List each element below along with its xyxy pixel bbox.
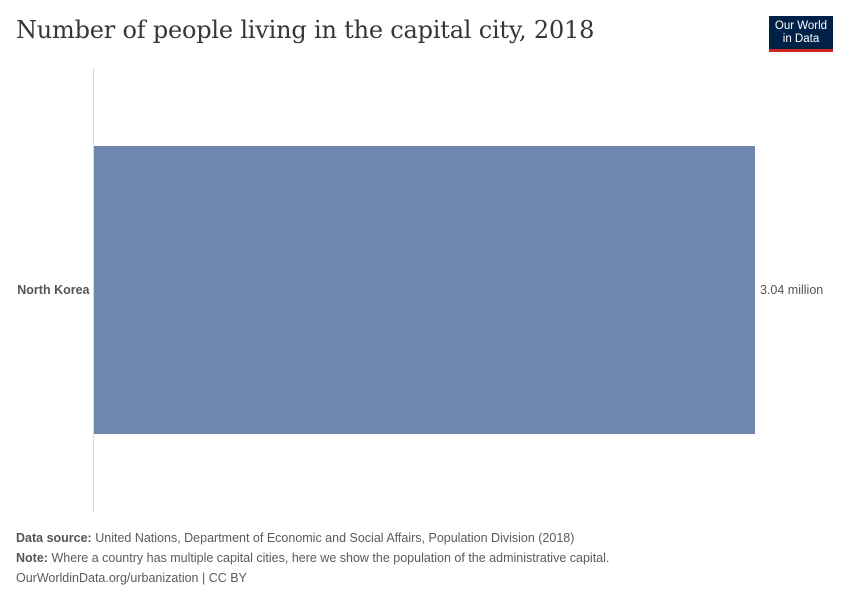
source-label: Data source:: [16, 531, 92, 545]
value-label: 3.04 million: [760, 283, 823, 297]
chart-title: Number of people living in the capital c…: [16, 16, 595, 44]
note-label: Note:: [16, 551, 48, 565]
note-text: Where a country has multiple capital cit…: [51, 551, 610, 565]
note-line: Note: Where a country has multiple capit…: [16, 548, 836, 568]
logo-line-2: in Data: [782, 33, 820, 45]
chart-footer: Data source: United Nations, Department …: [16, 528, 836, 588]
owid-logo[interactable]: Our World in Data: [769, 16, 833, 52]
category-label: North Korea: [17, 283, 90, 297]
source-line: Data source: United Nations, Department …: [16, 528, 836, 548]
logo-line-1: Our World: [774, 20, 828, 32]
bar-north-korea[interactable]: [94, 146, 755, 434]
source-link[interactable]: OurWorldinData.org/urbanization | CC BY: [16, 571, 247, 585]
source-text: United Nations, Department of Economic a…: [95, 531, 575, 545]
